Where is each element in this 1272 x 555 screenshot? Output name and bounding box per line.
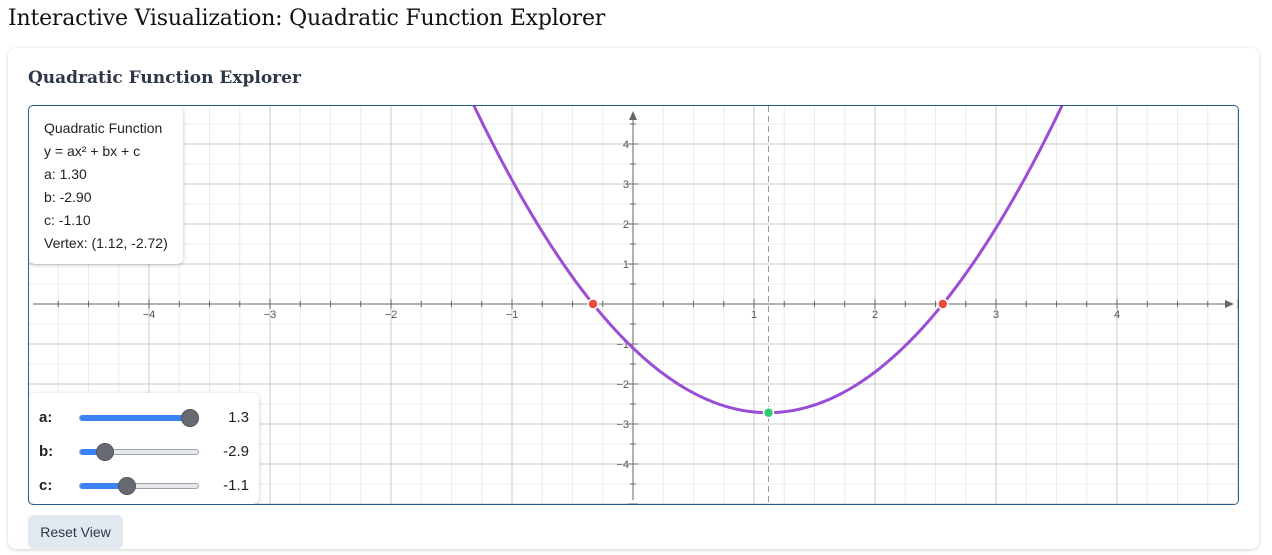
- slider-track-c[interactable]: [79, 477, 199, 495]
- y-tick-label: 2: [623, 219, 629, 231]
- slider-label-b: b:: [39, 443, 54, 460]
- y-tick-label: 4: [623, 139, 629, 151]
- y-axis-arrow: [629, 111, 637, 120]
- slider-fill-a: [80, 415, 190, 421]
- info-c-value: c: -1.10: [44, 212, 91, 228]
- slider-thumb-a[interactable]: [180, 409, 199, 427]
- vertex-point: [762, 407, 775, 419]
- y-tick-label: 3: [623, 179, 629, 191]
- info-formula: y = ax² + bx + c: [44, 143, 141, 159]
- y-tick-label: −2: [616, 379, 629, 391]
- slider-value-a: 1.3: [228, 409, 249, 426]
- info-a-value: a: 1.30: [44, 166, 87, 182]
- x-tick-label: 2: [872, 309, 878, 321]
- axes: [33, 111, 1238, 504]
- x-tick-label: −2: [385, 309, 398, 321]
- slider-row-b: b: -2.9: [29, 435, 259, 469]
- slider-fill-c: [80, 483, 127, 489]
- x-tick-label: −1: [506, 309, 519, 321]
- x-axis-arrow: [1225, 300, 1234, 308]
- slider-track-a[interactable]: [79, 409, 199, 427]
- root-point: [937, 298, 949, 310]
- y-tick-label: −4: [616, 459, 629, 471]
- graph-board[interactable]: −4 −3 −2 −1 1 2 3 4 −4 −3 −2 −1 1 2 3 4 Quadratic Funct…: [28, 105, 1239, 505]
- slider-row-c: c: -1.1: [29, 469, 259, 503]
- slider-row-a: a: 1.3: [29, 401, 259, 435]
- slider-track-b[interactable]: [79, 443, 199, 461]
- y-tick-label: 1: [623, 259, 629, 271]
- parabola-curve[interactable]: [29, 106, 1237, 415]
- slider-label-a: a:: [39, 409, 53, 426]
- explorer-card: Quadratic Function Explorer −4 −3 −2 −1 1 2 3 4…: [8, 48, 1259, 549]
- slider-value-c: -1.1: [223, 477, 249, 494]
- slider-thumb-b[interactable]: [96, 443, 115, 461]
- x-tick-label: 4: [1114, 309, 1120, 321]
- info-panel: Quadratic Function y = ax² + bx + c a: 1…: [29, 106, 183, 264]
- info-heading: Quadratic Function: [44, 120, 163, 136]
- slider-thumb-c[interactable]: [117, 477, 136, 495]
- root-point: [587, 298, 599, 310]
- x-tick-label: −4: [143, 309, 156, 321]
- slider-panel: a: 1.3 b: -2.9 c:: [29, 393, 259, 504]
- card-title: Quadratic Function Explorer: [28, 68, 301, 88]
- x-tick-label: 3: [993, 309, 999, 321]
- y-tick-label: −3: [616, 419, 629, 431]
- reset-view-button[interactable]: Reset View: [28, 515, 123, 549]
- page-title: Interactive Visualization: Quadratic Fun…: [8, 6, 606, 31]
- info-b-value: b: -2.90: [44, 189, 92, 205]
- x-tick-label: 1: [751, 309, 757, 321]
- slider-value-b: -2.9: [223, 443, 249, 460]
- slider-fill-b: [80, 449, 106, 455]
- info-vertex: Vertex: (1.12, -2.72): [44, 235, 168, 251]
- key-points: [587, 298, 949, 419]
- x-tick-label: −3: [264, 309, 277, 321]
- slider-label-c: c:: [39, 477, 53, 494]
